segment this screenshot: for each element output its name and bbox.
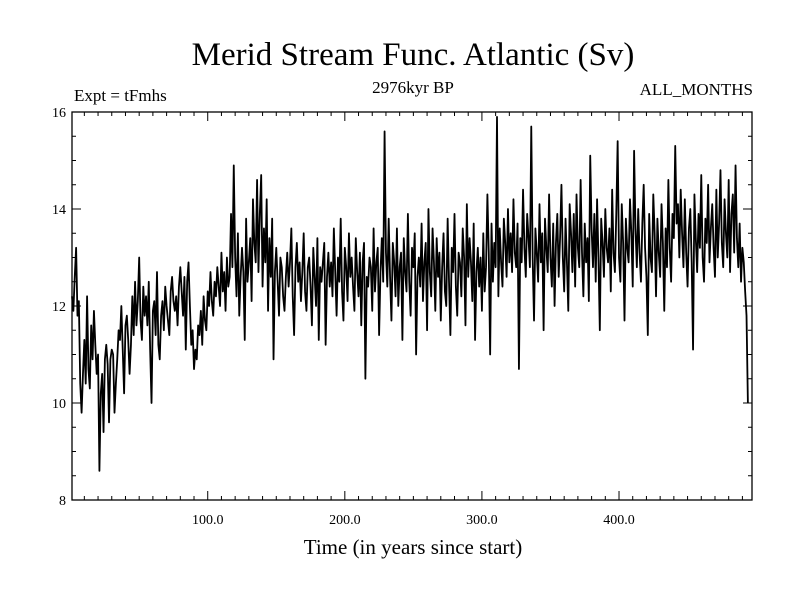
x-axis-label: Time (in years since start) — [304, 535, 523, 559]
x-tick-label: 400.0 — [603, 513, 635, 528]
months-label: ALL_MONTHS — [640, 80, 753, 99]
plot-area: 100.0 200.0 300.0 400.0 8 10 12 14 16 — [52, 106, 753, 528]
series-line — [71, 115, 749, 472]
x-tick-label: 100.0 — [192, 513, 224, 528]
y-tick-label: 10 — [52, 397, 66, 412]
experiment-label: Expt = tFmhs — [74, 86, 167, 105]
y-tick-label: 12 — [52, 300, 66, 315]
x-tick-label: 300.0 — [466, 513, 498, 528]
chart-title: Merid Stream Func. Atlantic (Sv) — [192, 37, 635, 73]
y-axis: 8 10 12 14 16 — [52, 106, 752, 509]
period-label: 2976kyr BP — [372, 78, 454, 97]
x-tick-label: 200.0 — [329, 513, 361, 528]
y-tick-label: 16 — [52, 106, 66, 121]
y-tick-label: 14 — [52, 203, 66, 218]
y-tick-label: 8 — [59, 494, 66, 509]
x-axis: 100.0 200.0 300.0 400.0 — [83, 112, 743, 528]
